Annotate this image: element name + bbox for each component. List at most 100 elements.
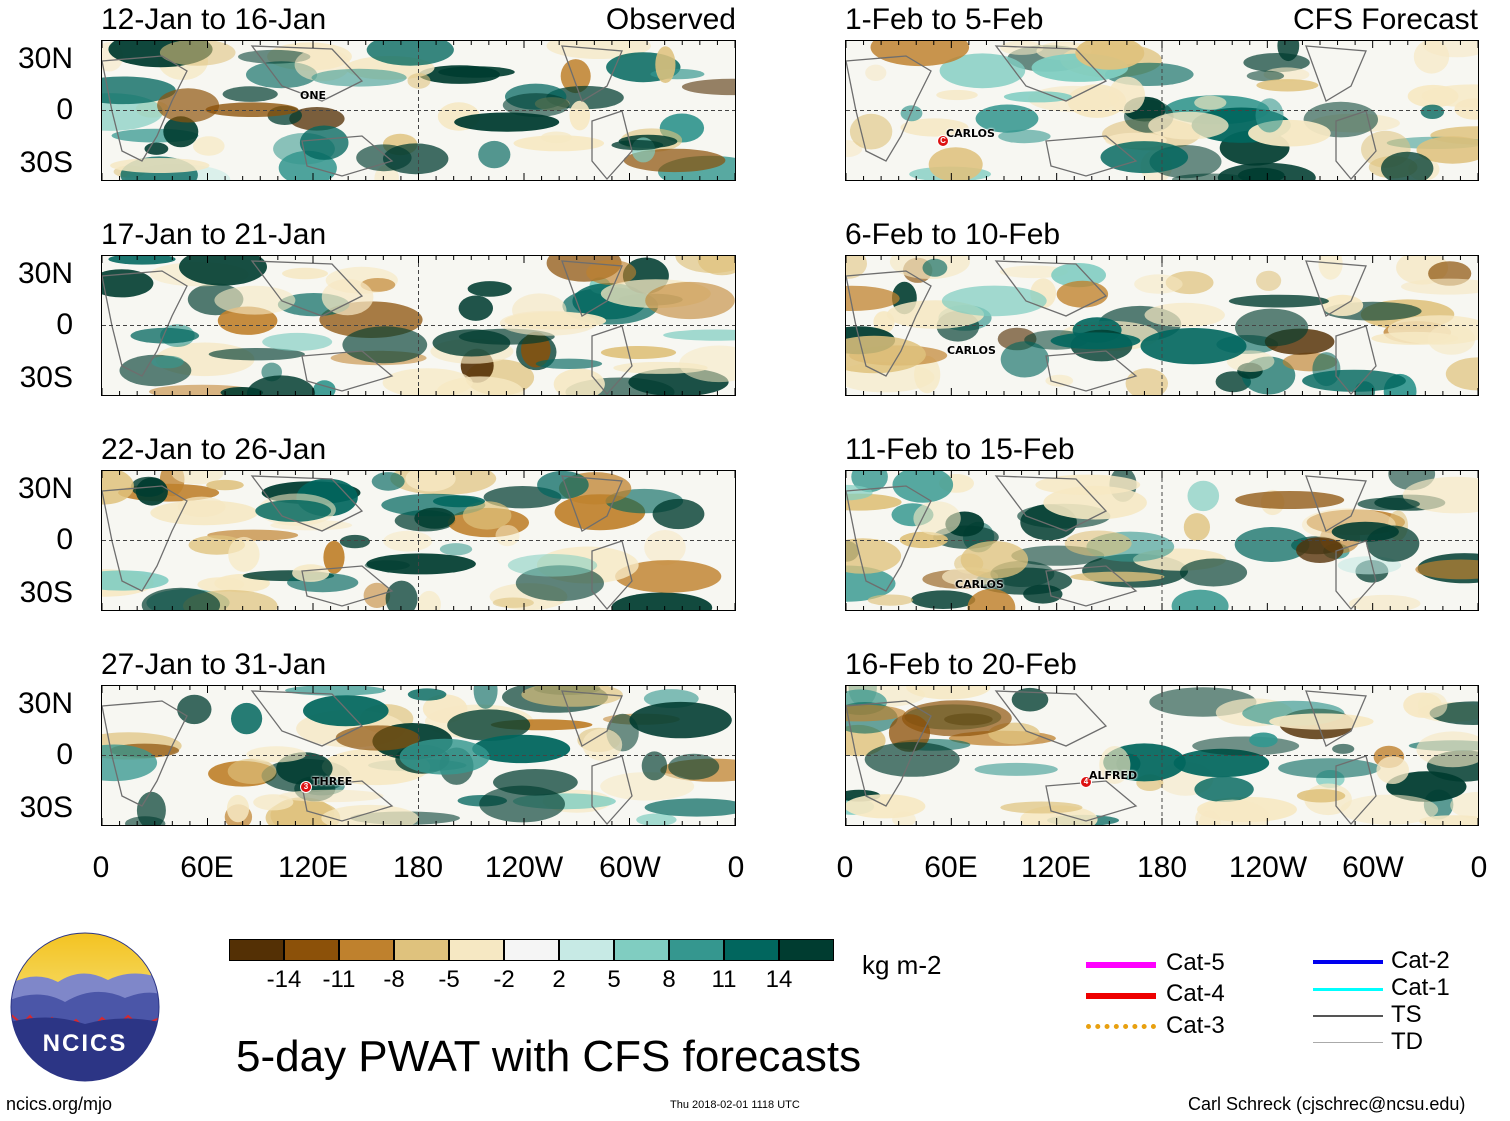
coastline bbox=[1305, 475, 1367, 532]
anomaly-blob bbox=[846, 285, 900, 311]
anomaly-field bbox=[102, 256, 735, 395]
legend-line-cat4 bbox=[1086, 993, 1156, 999]
colorbar-swatch bbox=[339, 939, 394, 961]
anomaly-blob bbox=[1140, 328, 1247, 365]
panel-title: 17-Jan to 21-Jan bbox=[101, 218, 327, 251]
anomaly-blob bbox=[1246, 70, 1285, 82]
anomaly-blob bbox=[238, 49, 311, 64]
anomaly-blob bbox=[1296, 537, 1344, 563]
anomaly-blob bbox=[911, 590, 976, 609]
anomaly-blob bbox=[1302, 369, 1406, 392]
anomaly-blob bbox=[231, 702, 263, 735]
panel-title: 27-Jan to 31-Jan bbox=[101, 648, 327, 681]
anomaly-blob bbox=[299, 125, 349, 160]
anomaly-field bbox=[846, 471, 1478, 610]
anomaly-blob bbox=[282, 267, 328, 280]
storm-marker-icon: C bbox=[937, 135, 949, 147]
anomaly-blob bbox=[928, 147, 983, 180]
lon-label: 120E bbox=[277, 851, 349, 884]
anomaly-blob bbox=[1011, 687, 1049, 712]
anomaly-blob bbox=[1332, 743, 1355, 754]
legend-label: Cat-1 bbox=[1391, 974, 1450, 1001]
anomaly-blob bbox=[228, 536, 260, 572]
colorbar-swatch bbox=[779, 939, 834, 961]
coastline bbox=[591, 540, 633, 610]
lat-label: 0 bbox=[56, 738, 73, 771]
colorbar-swatches bbox=[229, 939, 834, 961]
anomaly-blob bbox=[279, 789, 384, 803]
anomaly-blob bbox=[1179, 558, 1248, 587]
lon-label: 180 bbox=[1136, 851, 1188, 884]
anomaly-blob bbox=[502, 93, 570, 118]
lat-label: 30N bbox=[17, 687, 73, 720]
anomaly-blob bbox=[936, 89, 978, 101]
anomaly-blob bbox=[246, 375, 316, 395]
anomaly-blob bbox=[382, 368, 473, 395]
anomaly-blob bbox=[1228, 294, 1329, 308]
anomaly-field bbox=[102, 471, 735, 610]
pwat-map bbox=[845, 685, 1479, 826]
anomaly-blob bbox=[655, 46, 676, 83]
anomaly-blob bbox=[1256, 270, 1282, 291]
anomaly-blob bbox=[560, 59, 591, 94]
colorbar-swatch bbox=[394, 939, 449, 961]
anomaly-field bbox=[846, 256, 1478, 395]
anomaly-blob bbox=[159, 41, 236, 66]
anomaly-blob bbox=[1023, 584, 1063, 604]
pwat-map bbox=[101, 255, 736, 396]
anomaly-blob bbox=[179, 256, 267, 286]
panel-title: 22-Jan to 26-Jan bbox=[101, 433, 327, 466]
pwat-map bbox=[101, 470, 736, 611]
coastline bbox=[1335, 755, 1377, 825]
coastline bbox=[994, 45, 1108, 102]
anomaly-blob bbox=[899, 531, 948, 549]
anomaly-blob bbox=[1269, 713, 1374, 730]
lon-label: 180 bbox=[392, 851, 444, 884]
coastline bbox=[301, 565, 394, 607]
lon-label: 0 bbox=[92, 851, 110, 884]
anomaly-blob bbox=[1415, 559, 1478, 580]
legend-label: TD bbox=[1391, 1028, 1423, 1055]
coastline bbox=[846, 700, 932, 807]
lon-label: 120W bbox=[1228, 851, 1308, 884]
colorbar-tick-label: 5 bbox=[607, 966, 621, 993]
lon-label: 60E bbox=[924, 851, 978, 884]
coastline bbox=[994, 475, 1108, 532]
coastline bbox=[591, 110, 633, 180]
anomaly-blob bbox=[1235, 308, 1309, 347]
coastline bbox=[1045, 135, 1138, 177]
anomaly-blob bbox=[922, 258, 948, 277]
anomaly-blob bbox=[1235, 491, 1345, 509]
anomaly-blob bbox=[1194, 776, 1254, 802]
anomaly-blob bbox=[913, 501, 961, 536]
anomaly-blob bbox=[1226, 350, 1275, 372]
anomaly-blob bbox=[1416, 731, 1478, 768]
anomaly-blob bbox=[1070, 571, 1165, 582]
storm-label: CARLOS bbox=[955, 578, 1004, 591]
anomaly-blob bbox=[1418, 692, 1448, 718]
anomaly-blob bbox=[1450, 791, 1478, 819]
colorbar-swatch bbox=[724, 939, 779, 961]
anomaly-blob bbox=[433, 495, 485, 508]
colorbar-tick-label: -8 bbox=[383, 966, 405, 993]
footer-url[interactable]: ncics.org/mjo bbox=[6, 1094, 113, 1114]
lat-label: 30S bbox=[19, 576, 73, 609]
anomaly-blob bbox=[569, 100, 591, 131]
anomaly-blob bbox=[1003, 91, 1072, 103]
anomaly-blob bbox=[414, 507, 456, 529]
anomaly-blob bbox=[902, 700, 1012, 737]
pwat-map bbox=[101, 685, 736, 826]
legend-line-td bbox=[1313, 1042, 1383, 1043]
storm-label: THREE bbox=[312, 775, 353, 788]
coastline bbox=[591, 325, 633, 395]
colorbar-swatch bbox=[284, 939, 339, 961]
anomaly-blob bbox=[975, 104, 1039, 133]
anomaly-blob bbox=[1418, 815, 1478, 825]
anomaly-blob bbox=[697, 256, 735, 276]
anomaly-blob bbox=[102, 76, 176, 105]
anomaly-blob bbox=[1125, 368, 1168, 395]
anomaly-blob bbox=[668, 753, 720, 780]
storm-label: CARLOS bbox=[946, 127, 995, 140]
anomaly-blob bbox=[1000, 801, 1083, 814]
colorbar-swatch bbox=[229, 939, 284, 961]
